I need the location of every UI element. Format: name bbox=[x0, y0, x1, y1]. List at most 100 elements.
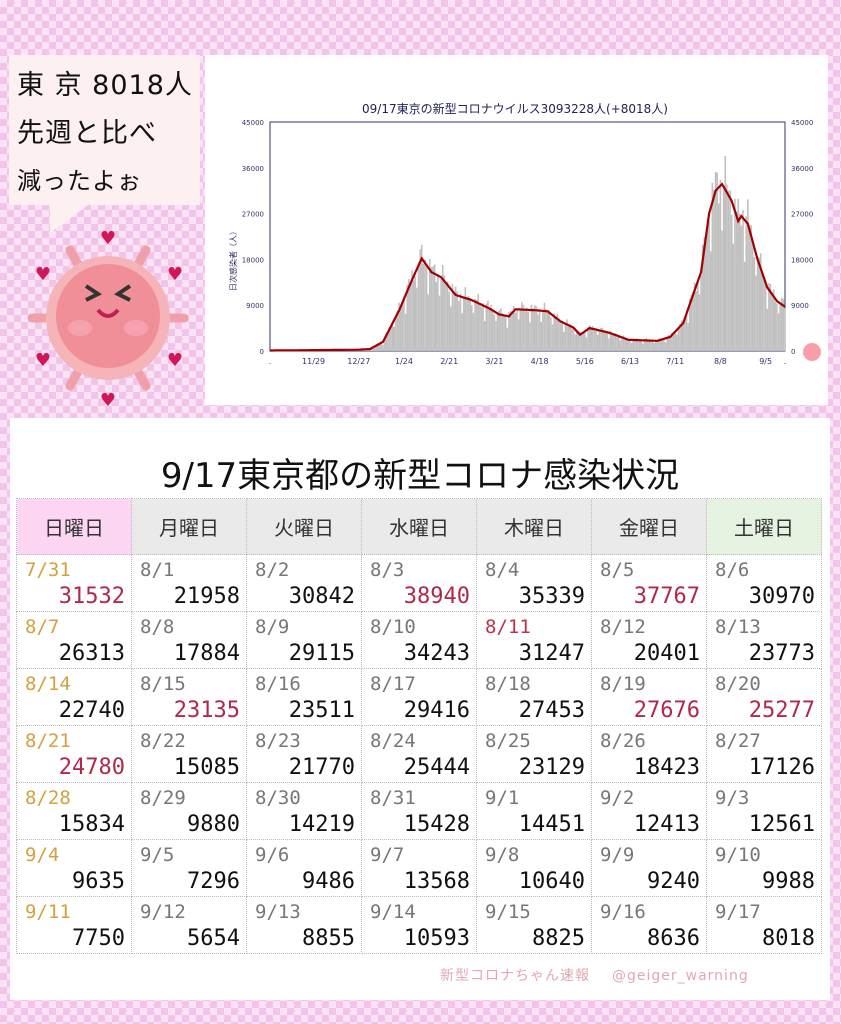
day-cell: 9/15 8825 bbox=[476, 896, 592, 954]
cell-count: 30842 bbox=[288, 584, 355, 609]
cell-date: 8/28 bbox=[25, 787, 71, 809]
y-tick-left: 36000 bbox=[242, 165, 264, 173]
cell-date: 9/16 bbox=[600, 901, 646, 923]
daily-bar bbox=[718, 203, 720, 351]
cell-date: 9/7 bbox=[370, 844, 405, 866]
daily-bar bbox=[738, 213, 741, 351]
cell-count: 10593 bbox=[403, 926, 470, 951]
daily-bar bbox=[464, 287, 467, 351]
x-tick: 8/8 bbox=[714, 357, 727, 366]
daily-bar bbox=[726, 184, 728, 351]
daily-bar bbox=[506, 327, 509, 351]
daily-bar bbox=[624, 337, 626, 351]
credit-name: 新型コロナちゃん速報 bbox=[440, 968, 590, 984]
header-0: 日曜日 bbox=[16, 498, 132, 555]
daily-bar bbox=[458, 300, 460, 351]
daily-bar bbox=[511, 310, 513, 351]
table-row: 8/7 26313 8/8 17884 8/9 29115 8/10 34243 8/11 312… bbox=[16, 611, 822, 669]
cell-date: 9/13 bbox=[255, 901, 301, 923]
cell-date: 8/27 bbox=[715, 730, 761, 752]
day-cell: 8/17 29416 bbox=[361, 668, 477, 726]
daily-bar bbox=[732, 243, 735, 351]
daily-bar bbox=[377, 344, 379, 351]
day-cell: 7/31 31532 bbox=[16, 554, 132, 612]
day-cell: 8/7 26313 bbox=[16, 611, 132, 669]
daily-bar bbox=[508, 312, 510, 351]
cell-count: 15428 bbox=[403, 812, 470, 837]
daily-bar bbox=[708, 220, 710, 351]
daily-bar bbox=[677, 328, 680, 351]
x-tick: 6/13 bbox=[621, 357, 639, 366]
day-cell: 8/5 37767 bbox=[591, 554, 707, 612]
day-cell: 9/4 9635 bbox=[16, 839, 132, 897]
daily-bar bbox=[735, 211, 738, 351]
daily-bar bbox=[525, 307, 528, 351]
daily-bar bbox=[601, 328, 604, 351]
daily-bar bbox=[774, 301, 777, 351]
daily-bar bbox=[630, 343, 633, 351]
day-cell: 9/3 12561 bbox=[706, 782, 822, 840]
cell-count: 8825 bbox=[532, 926, 585, 951]
y-tick-right: 36000 bbox=[791, 165, 813, 173]
day-cell: 9/14 10593 bbox=[361, 896, 477, 954]
daily-bar bbox=[604, 331, 607, 351]
speech-bubble: 東 京 8018人 先週と比べ 減ったよぉ bbox=[9, 55, 200, 205]
cell-count: 5654 bbox=[187, 926, 240, 951]
daily-bar bbox=[446, 281, 449, 351]
daily-bar bbox=[769, 284, 772, 351]
daily-bar bbox=[779, 304, 781, 351]
cell-count: 15834 bbox=[58, 812, 125, 837]
daily-bar bbox=[753, 257, 756, 351]
day-cell: 8/20 25277 bbox=[706, 668, 822, 726]
cell-date: 8/19 bbox=[600, 673, 646, 695]
daily-bar bbox=[398, 302, 400, 351]
daily-bar bbox=[730, 214, 733, 351]
x-tick: 9/5 bbox=[759, 357, 772, 366]
y-tick-left: 0 bbox=[260, 348, 264, 356]
cell-date: 9/3 bbox=[715, 787, 750, 809]
daily-bar bbox=[469, 298, 471, 351]
daily-bar bbox=[722, 189, 725, 351]
daily-bar bbox=[751, 241, 754, 351]
cell-count: 35339 bbox=[518, 584, 585, 609]
daily-bar bbox=[600, 327, 602, 351]
daily-bar bbox=[585, 337, 588, 351]
cell-date: 8/2 bbox=[255, 559, 290, 581]
cell-count: 7750 bbox=[72, 926, 125, 951]
cell-count: 8855 bbox=[302, 926, 355, 951]
y-tick-right: 18000 bbox=[791, 256, 813, 264]
cell-date: 8/23 bbox=[255, 730, 301, 752]
speech-bubble-tail bbox=[50, 205, 88, 233]
day-cell: 8/16 23511 bbox=[246, 668, 362, 726]
daily-bar bbox=[414, 276, 417, 351]
cell-date: 9/10 bbox=[715, 844, 761, 866]
daily-bar bbox=[535, 306, 538, 351]
cell-count: 26313 bbox=[58, 641, 125, 666]
day-cell: 8/22 15085 bbox=[131, 725, 247, 783]
daily-bar bbox=[517, 319, 520, 351]
header-6: 土曜日 bbox=[706, 498, 822, 555]
daily-bar bbox=[387, 332, 389, 351]
cell-date: 8/15 bbox=[140, 673, 186, 695]
daily-bar bbox=[688, 298, 691, 351]
svg-text:♥: ♥ bbox=[35, 350, 51, 371]
cell-date: 8/1 bbox=[140, 559, 175, 581]
cell-count: 29115 bbox=[288, 641, 355, 666]
daily-bar bbox=[404, 313, 407, 351]
daily-bar bbox=[416, 287, 418, 351]
cell-date: 8/21 bbox=[25, 730, 71, 752]
daily-bar bbox=[580, 333, 583, 351]
daily-bar bbox=[501, 316, 504, 351]
daily-bar bbox=[483, 321, 486, 351]
cell-date: 9/8 bbox=[485, 844, 520, 866]
day-cell: 9/16 8636 bbox=[591, 896, 707, 954]
daily-bar bbox=[622, 335, 625, 351]
daily-bar bbox=[658, 338, 660, 351]
day-cell: 8/23 21770 bbox=[246, 725, 362, 783]
day-cell: 9/6 9486 bbox=[246, 839, 362, 897]
daily-bar bbox=[488, 308, 491, 351]
daily-bar bbox=[485, 303, 488, 351]
chart-title: 09/17東京の新型コロナウイルス3093228人(+8018人) bbox=[362, 101, 668, 116]
cell-count: 24780 bbox=[58, 755, 125, 780]
cell-date: 9/5 bbox=[140, 844, 175, 866]
